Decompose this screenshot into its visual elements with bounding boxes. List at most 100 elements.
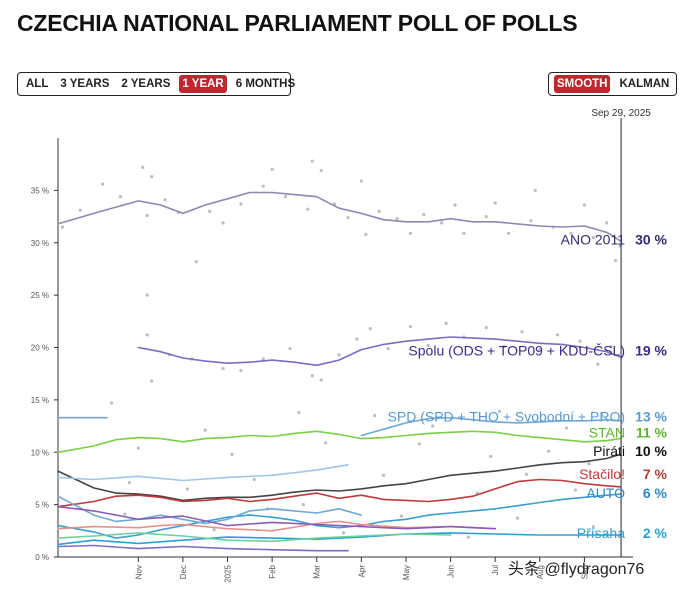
poll-point bbox=[306, 207, 310, 211]
series-end-label: 11 % STAN bbox=[589, 424, 668, 440]
poll-point bbox=[524, 472, 528, 476]
poll-point bbox=[408, 324, 413, 329]
kalman-button[interactable]: KALMAN bbox=[619, 78, 670, 90]
poll-point bbox=[408, 231, 413, 235]
poll-point bbox=[127, 481, 131, 485]
y-tick-label: 35 % bbox=[31, 186, 49, 195]
series-end-label: 30 % ANO 2011 bbox=[561, 232, 668, 248]
poll-point bbox=[310, 374, 314, 378]
poll-point bbox=[230, 452, 234, 456]
series-end-name: STAN bbox=[589, 424, 625, 440]
poll-point bbox=[301, 503, 305, 507]
series-end-value: 19 % bbox=[635, 343, 667, 359]
poll-point bbox=[587, 462, 591, 466]
poll-point bbox=[462, 231, 466, 235]
x-tick-label: 2025 bbox=[224, 564, 233, 582]
series-end-name: Stačilo! bbox=[579, 466, 625, 482]
poll-point bbox=[453, 203, 457, 207]
x-tick-label: Feb bbox=[268, 564, 277, 578]
poll-point bbox=[609, 344, 613, 349]
poll-point bbox=[118, 195, 123, 199]
y-tick-label: 15 % bbox=[31, 396, 49, 405]
x-tick-label: Dec bbox=[179, 565, 188, 579]
current-date-label: Sep 29, 2025 bbox=[591, 108, 651, 119]
series-end-label: 13 % SPD (SPD + THO + Svobodní + PRO) bbox=[388, 409, 668, 425]
poll-point bbox=[426, 343, 430, 348]
poll-point bbox=[252, 477, 256, 482]
series-line bbox=[57, 430, 621, 454]
x-tick-label: Nov bbox=[134, 565, 143, 579]
poll-point bbox=[569, 231, 573, 235]
x-tick-label: Mar bbox=[313, 565, 322, 579]
poll-point bbox=[582, 203, 586, 207]
series-line bbox=[57, 453, 621, 502]
poll-point bbox=[239, 368, 243, 373]
series-end-value: 6 % bbox=[643, 485, 668, 501]
smooth-button[interactable]: SMOOTH bbox=[554, 75, 611, 93]
range-all-button[interactable]: ALL bbox=[26, 78, 49, 90]
poll-point bbox=[145, 213, 149, 218]
series-line bbox=[360, 416, 621, 437]
poll-point bbox=[564, 426, 569, 430]
series-line bbox=[57, 505, 497, 530]
poll-point bbox=[386, 346, 390, 351]
series-line bbox=[57, 493, 621, 539]
poll-point bbox=[109, 401, 114, 405]
series-end-label: 2 % Přísaha bbox=[577, 525, 668, 541]
series-line bbox=[57, 463, 349, 482]
poll-point bbox=[484, 214, 488, 219]
poll-point bbox=[150, 175, 154, 179]
poll-point bbox=[538, 347, 542, 352]
poll-point bbox=[185, 487, 189, 491]
poll-point bbox=[163, 198, 167, 202]
poll-point bbox=[212, 528, 216, 532]
page-title: CZECHIA NATIONAL PARLIAMENT POLL OF POLL… bbox=[17, 10, 578, 36]
poll-point bbox=[123, 512, 127, 516]
poll-point bbox=[364, 232, 368, 236]
series-end-value: 2 % bbox=[643, 525, 668, 541]
poll-point bbox=[493, 201, 497, 205]
poll-point bbox=[498, 409, 502, 413]
poll-point bbox=[466, 535, 471, 539]
poll-point bbox=[382, 473, 386, 477]
poll-point bbox=[591, 525, 595, 529]
poll-point bbox=[578, 339, 582, 343]
series-line bbox=[57, 532, 452, 543]
x-tick-label: Jun bbox=[447, 565, 456, 578]
smoothing-selector: SMOOTH KALMAN bbox=[548, 72, 677, 96]
series-end-value: 11 % bbox=[636, 424, 668, 440]
series-line bbox=[57, 191, 621, 242]
poll-point bbox=[506, 231, 511, 235]
poll-point bbox=[596, 362, 600, 366]
series-end-name: AUTO bbox=[586, 485, 625, 501]
series-end-value: 7 % bbox=[643, 466, 668, 482]
y-tick-label: 10 % bbox=[31, 448, 49, 457]
poll-point bbox=[145, 333, 149, 337]
watermark-text: 头条 @flydragon76 bbox=[508, 560, 644, 578]
range-2-years-button[interactable]: 2 YEARS bbox=[121, 78, 171, 90]
range-3-years-button[interactable]: 3 YEARS bbox=[60, 78, 110, 90]
poll-point bbox=[605, 221, 609, 225]
poll-point bbox=[444, 321, 448, 326]
series-line bbox=[57, 478, 621, 508]
range-1-year-button[interactable]: 1 YEAR bbox=[179, 75, 227, 93]
poll-point bbox=[355, 337, 359, 341]
range-6-months-button[interactable]: 6 MONTHS bbox=[235, 78, 296, 90]
poll-point bbox=[502, 344, 506, 349]
poll-point bbox=[60, 225, 65, 229]
poll-point bbox=[261, 357, 265, 361]
poll-point bbox=[324, 441, 328, 445]
series-line bbox=[137, 336, 621, 367]
poll-point bbox=[529, 219, 533, 223]
poll-point bbox=[194, 260, 198, 264]
poll-point bbox=[270, 167, 274, 172]
poll-point bbox=[150, 379, 154, 383]
y-tick-label: 5 % bbox=[35, 501, 49, 510]
poll-point bbox=[239, 202, 243, 206]
poll-point bbox=[520, 330, 524, 334]
poll-point bbox=[417, 442, 421, 446]
y-tick-label: 20 % bbox=[31, 344, 49, 353]
poll-point bbox=[78, 208, 82, 212]
poll-point bbox=[136, 446, 140, 450]
poll-point bbox=[283, 195, 288, 199]
